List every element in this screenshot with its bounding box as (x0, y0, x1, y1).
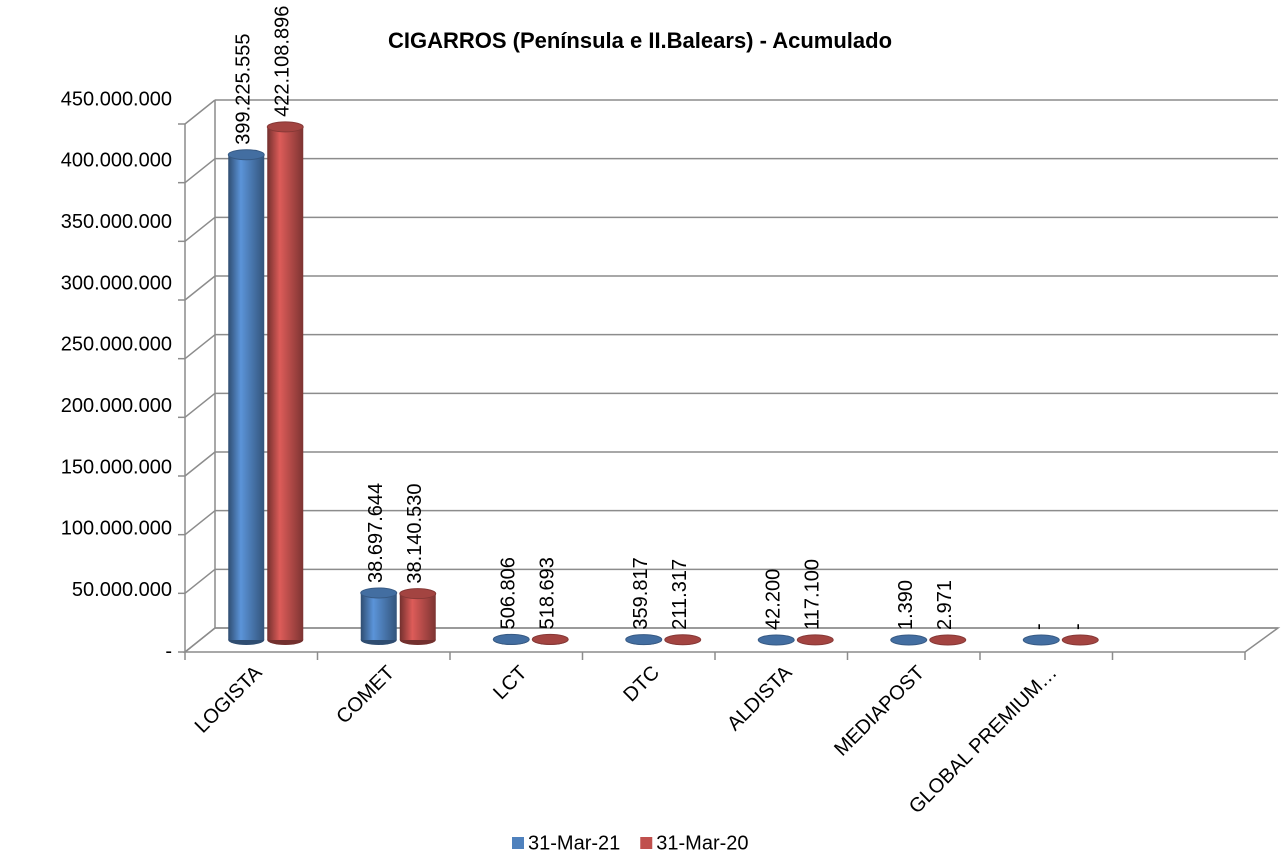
bar (267, 126, 304, 640)
bar (360, 592, 397, 640)
x-tick-label: COMET (332, 662, 399, 729)
bar-top (929, 634, 967, 646)
bar-top (227, 149, 265, 161)
bar-top (890, 634, 928, 646)
grid-side (184, 99, 216, 125)
y-tick-label: 200.000.000 (61, 395, 172, 417)
floor (182, 627, 1281, 653)
bar-top (796, 634, 834, 646)
x-tick-label: LOGISTA (191, 661, 267, 737)
value-label: 2.971 (934, 580, 956, 630)
grid-side (184, 510, 216, 536)
y-tick-label: 100.000.000 (61, 518, 172, 540)
y-tick-label: 300.000.000 (61, 272, 172, 294)
bar-top (399, 588, 437, 600)
value-label: - (1028, 623, 1050, 630)
grid-side (184, 334, 216, 360)
bar-top (625, 634, 663, 646)
grid-side (184, 392, 216, 418)
bar-top (531, 633, 569, 645)
y-tick-label: - (165, 640, 172, 662)
bar-top (266, 121, 304, 133)
chart-title: CIGARROS (Península e II.Balears) - Acum… (388, 28, 892, 53)
y-tick-label: 350.000.000 (61, 211, 172, 233)
bar-top (664, 634, 702, 646)
legend-swatch (640, 837, 653, 849)
y-tick-label: 250.000.000 (61, 334, 172, 356)
bar (399, 593, 436, 640)
bar-top (492, 633, 530, 645)
grid-side (184, 568, 216, 594)
legend-label: 31-Mar-20 (656, 832, 748, 854)
grid-side (184, 216, 216, 242)
value-label: 42.200 (763, 569, 785, 630)
value-label: 399.225.555 (233, 33, 255, 144)
legend-label: 31-Mar-21 (528, 832, 620, 854)
value-label: - (1067, 623, 1089, 630)
bar-top (1061, 634, 1099, 646)
y-tick-label: 150.000.000 (61, 456, 172, 478)
x-tick-label: DTC (619, 662, 664, 707)
x-tick-label: ALDISTA (723, 661, 797, 735)
x-tick-label: MEDIAPOST (830, 662, 929, 761)
grid-side (184, 158, 216, 184)
value-label: 211.317 (669, 559, 691, 630)
legend-swatch (512, 837, 524, 849)
value-label: 359.817 (630, 557, 652, 629)
y-tick-label: 50.000.000 (72, 579, 172, 601)
grid-side (184, 627, 216, 653)
x-tick-label: GLOBAL PREMIUM… (905, 662, 1061, 818)
value-label: 117.100 (802, 559, 824, 630)
value-label: 422.108.896 (272, 6, 294, 117)
y-tick-label: 400.000.000 (61, 150, 172, 172)
value-label: 518.693 (537, 557, 559, 629)
value-label: 1.390 (895, 580, 917, 630)
grid-side (184, 275, 216, 301)
y-tick-label: 450.000.000 (61, 88, 172, 110)
bar (228, 154, 265, 640)
value-label: 38.140.530 (404, 484, 426, 584)
x-tick-label: LCT (489, 662, 531, 704)
value-label: 506.806 (498, 557, 520, 629)
value-label: 38.697.644 (365, 483, 387, 583)
bar-top (757, 634, 795, 646)
grid-side (184, 451, 216, 477)
bar-top (1022, 634, 1060, 646)
bar-top (360, 587, 398, 599)
